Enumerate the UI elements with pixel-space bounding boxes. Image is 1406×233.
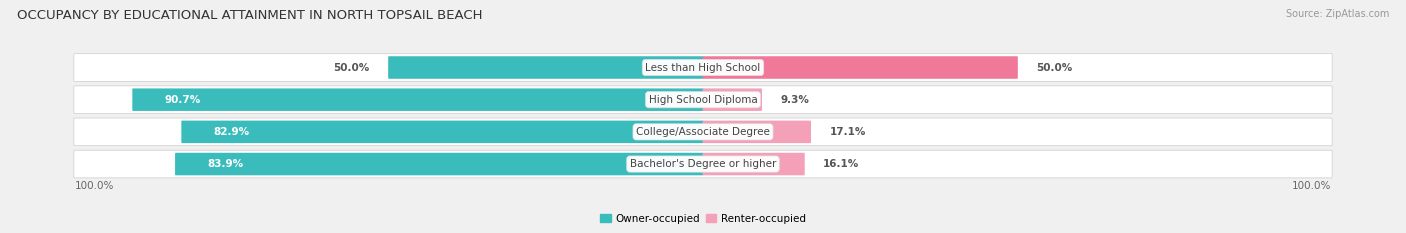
Text: 50.0%: 50.0% (333, 62, 370, 72)
Text: 100.0%: 100.0% (75, 181, 114, 191)
FancyBboxPatch shape (75, 118, 1331, 146)
Text: Source: ZipAtlas.com: Source: ZipAtlas.com (1285, 9, 1389, 19)
FancyBboxPatch shape (75, 150, 1331, 178)
FancyBboxPatch shape (703, 153, 804, 175)
Text: 83.9%: 83.9% (207, 159, 243, 169)
FancyBboxPatch shape (181, 121, 703, 143)
Text: Bachelor's Degree or higher: Bachelor's Degree or higher (630, 159, 776, 169)
FancyBboxPatch shape (703, 89, 762, 111)
Legend: Owner-occupied, Renter-occupied: Owner-occupied, Renter-occupied (596, 209, 810, 228)
Text: 9.3%: 9.3% (780, 95, 810, 105)
FancyBboxPatch shape (176, 153, 703, 175)
Text: 16.1%: 16.1% (823, 159, 859, 169)
FancyBboxPatch shape (703, 121, 811, 143)
Text: OCCUPANCY BY EDUCATIONAL ATTAINMENT IN NORTH TOPSAIL BEACH: OCCUPANCY BY EDUCATIONAL ATTAINMENT IN N… (17, 9, 482, 22)
FancyBboxPatch shape (75, 86, 1331, 113)
FancyBboxPatch shape (132, 89, 703, 111)
FancyBboxPatch shape (75, 54, 1331, 81)
Text: 50.0%: 50.0% (1036, 62, 1073, 72)
Text: Less than High School: Less than High School (645, 62, 761, 72)
FancyBboxPatch shape (703, 56, 1018, 79)
Text: High School Diploma: High School Diploma (648, 95, 758, 105)
Text: 100.0%: 100.0% (1292, 181, 1331, 191)
Text: College/Associate Degree: College/Associate Degree (636, 127, 770, 137)
Text: 17.1%: 17.1% (830, 127, 866, 137)
Text: 90.7%: 90.7% (165, 95, 201, 105)
Text: 82.9%: 82.9% (214, 127, 249, 137)
FancyBboxPatch shape (388, 56, 703, 79)
